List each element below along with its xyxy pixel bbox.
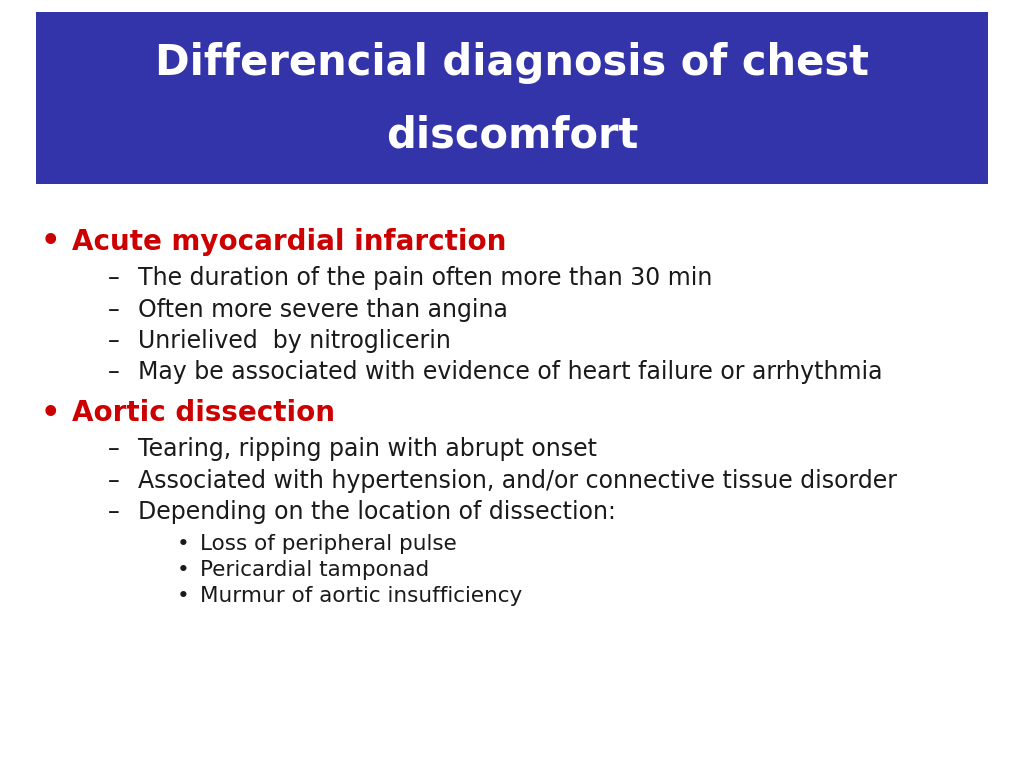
Text: Aortic dissection: Aortic dissection [72,399,335,427]
Text: –: – [108,297,119,322]
Text: Tearing, ripping pain with abrupt onset: Tearing, ripping pain with abrupt onset [138,437,597,462]
Text: Often more severe than angina: Often more severe than angina [138,297,508,322]
Text: –: – [108,500,119,525]
Text: –: – [108,266,119,290]
Text: Acute myocardial infarction: Acute myocardial infarction [72,228,506,256]
Text: –: – [108,329,119,353]
Text: Depending on the location of dissection:: Depending on the location of dissection: [138,500,616,525]
Text: Differencial diagnosis of chest: Differencial diagnosis of chest [155,42,869,84]
Text: Associated with hypertension, and/or connective tissue disorder: Associated with hypertension, and/or con… [138,468,897,493]
Text: •: • [41,227,60,257]
Text: The duration of the pain often more than 30 min: The duration of the pain often more than… [138,266,713,290]
FancyBboxPatch shape [36,12,988,184]
Text: discomfort: discomfort [386,115,638,157]
Text: Pericardial tamponad: Pericardial tamponad [200,560,429,580]
Text: •: • [177,586,189,606]
Text: –: – [108,360,119,385]
Text: –: – [108,468,119,493]
Text: May be associated with evidence of heart failure or arrhythmia: May be associated with evidence of heart… [138,360,883,385]
Text: Unrielived  by nitroglicerin: Unrielived by nitroglicerin [138,329,452,353]
Text: Murmur of aortic insufficiency: Murmur of aortic insufficiency [200,586,522,606]
Text: •: • [177,560,189,580]
Text: •: • [41,399,60,428]
Text: Loss of peripheral pulse: Loss of peripheral pulse [200,534,457,554]
Text: •: • [177,534,189,554]
Text: –: – [108,437,119,462]
